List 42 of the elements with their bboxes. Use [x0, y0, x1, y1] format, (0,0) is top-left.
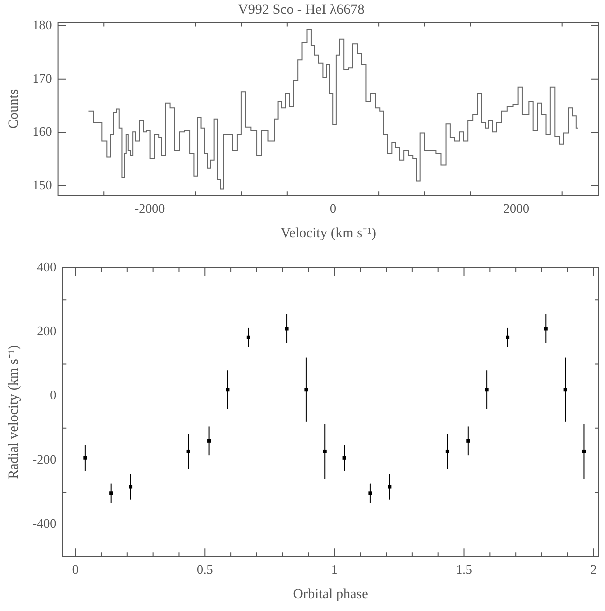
y-tick-label: 200 [37, 324, 57, 339]
point [84, 456, 88, 460]
point [388, 485, 392, 489]
point [110, 492, 114, 496]
y-tick-label: 160 [32, 124, 52, 140]
point [368, 492, 372, 496]
x-axis-title: Velocity (km s⁻¹) [280, 226, 377, 242]
point [446, 450, 450, 454]
point [485, 388, 489, 392]
y-tick-label: 0 [50, 388, 57, 403]
x-tick-label: 0.5 [197, 562, 214, 577]
x-tick-label: -2000 [134, 200, 166, 216]
y-tick-label: -400 [32, 516, 57, 531]
point [304, 388, 308, 392]
point [342, 456, 346, 460]
x-axis-title: Orbital phase [293, 587, 368, 602]
y-axis-title: Counts [7, 89, 22, 130]
point [129, 485, 133, 489]
y-tick-label: 170 [32, 70, 52, 86]
point [186, 450, 190, 454]
point [285, 327, 289, 331]
x-tick-label: 2 [590, 562, 598, 577]
point [506, 336, 510, 340]
point [208, 439, 212, 443]
point [564, 388, 568, 392]
y-tick-label: 180 [32, 17, 52, 32]
x-tick-label: 0 [72, 562, 79, 577]
y-tick-label: -200 [32, 452, 57, 467]
x-tick-label: 0 [330, 200, 336, 216]
y-axis-title: Radial velocity (km s⁻¹) [7, 344, 22, 480]
point [246, 336, 250, 340]
x-tick-label: 1 [331, 562, 338, 577]
x-tick-label: 2000 [504, 200, 530, 216]
point [544, 327, 548, 331]
point [466, 439, 470, 443]
x-tick-label: 1.5 [456, 562, 472, 577]
y-tick-label: 400 [37, 259, 57, 274]
chart-title: V992 Sco - HeI λ6678 [238, 3, 365, 18]
point [582, 450, 586, 454]
point [226, 388, 230, 392]
point [323, 450, 327, 454]
y-tick-label: 150 [32, 177, 52, 192]
